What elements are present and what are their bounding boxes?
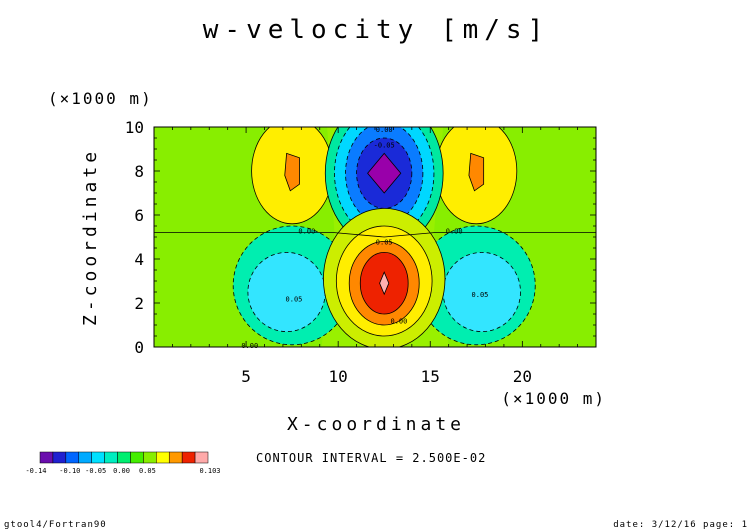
contour-label: 0.00: [376, 126, 393, 134]
colorbar-swatch: [78, 451, 92, 464]
colorbar-swatch: [65, 451, 80, 464]
zero-contour: [154, 232, 596, 238]
x-tick-label: 15: [421, 367, 440, 386]
colorbar-label: 0.05: [139, 467, 156, 475]
contour-label: 0.05: [286, 296, 303, 304]
colorbar-swatch: [156, 451, 170, 464]
chart-title: w-velocity [m/s]: [203, 15, 549, 45]
colorbar-swatch: [91, 451, 105, 464]
lower-left-downdraft-core: [247, 251, 326, 332]
colorbar-swatch: [143, 451, 157, 464]
colorbar-label: -0.05: [85, 467, 106, 475]
colorbar-swatch: [117, 451, 131, 464]
colorbar-label: 0.103: [199, 467, 220, 475]
contour-label: 0.05: [376, 238, 393, 246]
colorbar-swatch: [181, 451, 196, 464]
contour-label: 0.00: [241, 342, 258, 350]
upper-left-updraft-core: [284, 152, 300, 192]
colorbar-swatch: [194, 451, 209, 464]
x-tick-label: 20: [513, 367, 532, 386]
colorbar-swatch: [168, 451, 183, 464]
contour-label: 0.00: [391, 318, 408, 326]
y-axis-unit: (×1000 m): [48, 89, 153, 108]
x-tick-label: 5: [241, 367, 251, 386]
y-tick-label: 10: [125, 118, 144, 137]
colorbar-swatch: [39, 451, 54, 464]
y-tick-label: 2: [134, 294, 144, 313]
footer-left: gtool4/Fortran90: [4, 520, 107, 530]
contour-label: 0.00: [298, 227, 315, 235]
colorbar-label: 0.00: [113, 467, 130, 475]
x-tick-label: 10: [329, 367, 348, 386]
y-tick-label: 8: [134, 162, 144, 181]
colorbar-label: -0.10: [59, 467, 80, 475]
contour-interval-label: CONTOUR INTERVAL = 2.500E-02: [256, 451, 486, 465]
y-tick-label: 0: [134, 338, 144, 357]
contour-label: 0.00: [446, 227, 463, 235]
contour-label: -0.05: [374, 142, 395, 150]
x-axis-unit: (×1000 m): [501, 389, 606, 408]
footer-right: date: 3/12/16 page: 1: [613, 520, 748, 530]
upper-right-updraft-core: [468, 152, 485, 192]
colorbar-swatch: [52, 451, 67, 464]
y-tick-label: 4: [134, 250, 144, 269]
colorbar-label: -0.14: [25, 467, 46, 475]
y-axis-label: Z-coordinate: [80, 148, 101, 326]
updraft-core: [379, 271, 390, 296]
colorbar-swatch: [130, 451, 144, 464]
colorbar-swatch: [104, 451, 118, 464]
y-tick-label: 6: [134, 206, 144, 225]
downdraft-core: [367, 152, 402, 194]
x-axis-label: X-coordinate: [287, 414, 465, 435]
contour-label: 0.05: [472, 291, 489, 299]
